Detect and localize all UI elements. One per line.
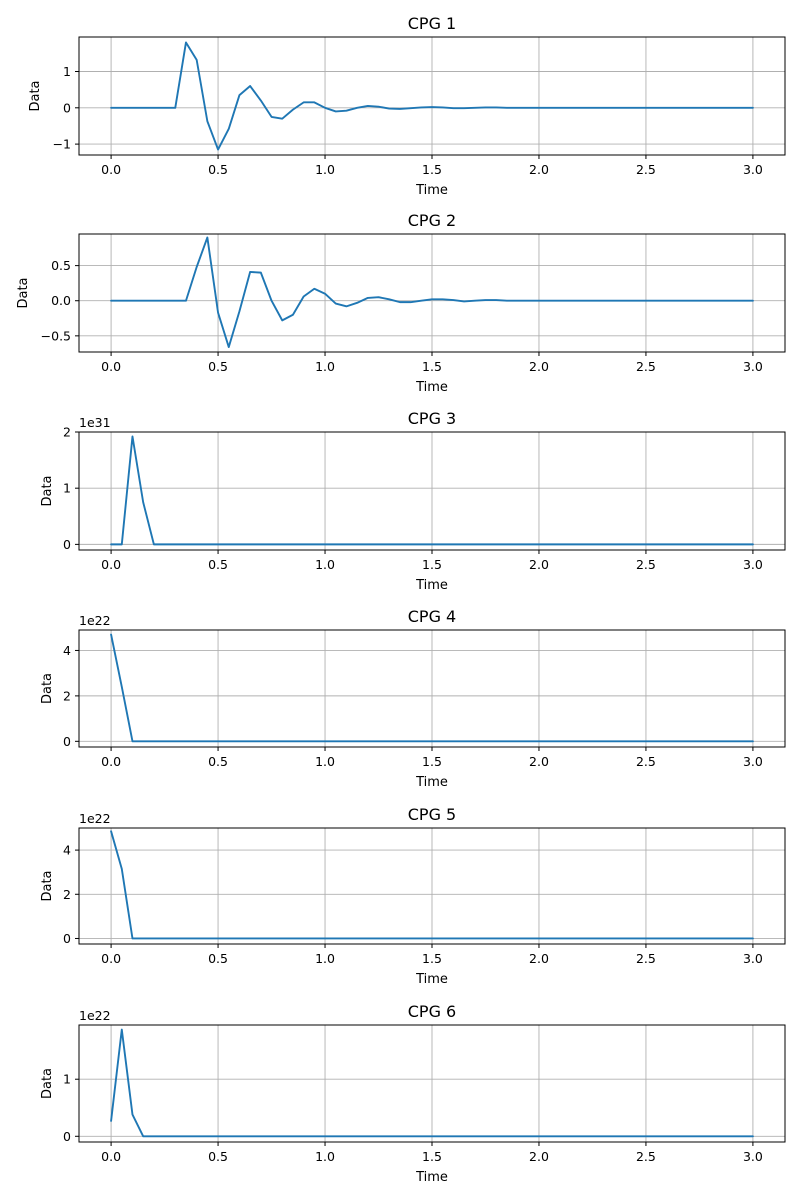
y-tick-label: 0	[63, 1129, 71, 1144]
y-tick-label: 0	[63, 734, 71, 749]
subplot-title: CPG 2	[408, 211, 456, 230]
x-tick-label: 0.5	[208, 754, 228, 769]
x-tick-label: 1.0	[315, 951, 335, 966]
x-tick-label: 1.0	[315, 1149, 335, 1164]
y-tick-label: −1	[53, 137, 71, 152]
subplot-cpg-4: 0.0 0.5 1.0 1.5 2.0 2.5 3.0 0 2 4 CPG 4 Time Data 1e2…	[40, 607, 786, 790]
x-tick-label: 2.5	[636, 1149, 656, 1164]
y-axis-label: Data	[40, 870, 55, 901]
x-tick-label: 3.0	[743, 754, 763, 769]
x-axis-label: Time	[415, 380, 448, 395]
subplot-title: CPG 1	[408, 14, 456, 33]
subplot-cpg-1: 0.0 0.5 1.0 1.5 2.0 2.5 3.0 −1 0 1 CPG 1 Time Data	[28, 14, 786, 198]
x-axis-label: Time	[415, 972, 448, 987]
x-tick-label: 1.5	[422, 951, 442, 966]
x-tick-label: 1.0	[315, 557, 335, 572]
y-tick-label: 1	[63, 1072, 71, 1087]
series-line	[110, 236, 754, 349]
subplot-title: CPG 6	[408, 1002, 456, 1021]
series-line	[110, 41, 754, 151]
x-tick-label: 1.5	[422, 359, 442, 374]
y-tick-label: 4	[63, 843, 71, 858]
offset-text: 1e22	[79, 613, 111, 628]
y-tick-label: −0.5	[41, 328, 71, 343]
x-tick-label: 1.5	[422, 162, 442, 177]
offset-text: 1e22	[79, 1008, 111, 1023]
x-tick-label: 0.5	[208, 1149, 228, 1164]
x-tick-label: 0.5	[208, 951, 228, 966]
y-tick-label: 0.5	[51, 258, 71, 273]
x-tick-label: 1.5	[422, 754, 442, 769]
x-tick-label: 3.0	[743, 1149, 763, 1164]
subplot-title: CPG 4	[408, 607, 456, 626]
x-tick-label: 2.5	[636, 557, 656, 572]
subplot-cpg-6: 0.0 0.5 1.0 1.5 2.0 2.5 3.0 0 1 CPG 6 Time Data 1e22	[40, 1002, 786, 1185]
x-axis-label: Time	[415, 775, 448, 790]
x-tick-label: 1.0	[315, 162, 335, 177]
x-tick-label: 2.5	[636, 162, 656, 177]
series-line	[110, 633, 754, 743]
x-tick-label: 2.0	[529, 1149, 549, 1164]
x-tick-label: 2.0	[529, 557, 549, 572]
offset-text: 1e22	[79, 811, 111, 826]
x-axis-label: Time	[415, 1170, 448, 1185]
series-line	[110, 830, 754, 940]
series-line	[110, 1028, 754, 1138]
y-axis-label: Data	[40, 1068, 55, 1099]
x-tick-label: 3.0	[743, 359, 763, 374]
x-tick-label: 0.0	[101, 557, 121, 572]
subplot-title: CPG 3	[408, 409, 456, 428]
x-tick-label: 0.0	[101, 1149, 121, 1164]
x-tick-label: 0.0	[101, 951, 121, 966]
x-tick-label: 0.0	[101, 359, 121, 374]
y-tick-label: 0	[63, 931, 71, 946]
x-tick-label: 2.5	[636, 359, 656, 374]
offset-text: 1e31	[79, 415, 111, 430]
y-tick-label: 1	[63, 64, 71, 79]
y-axis-label: Data	[16, 277, 31, 308]
subplot-title: CPG 5	[408, 805, 456, 824]
y-tick-label: 2	[63, 688, 71, 703]
x-tick-label: 1.5	[422, 1149, 442, 1164]
x-tick-label: 0.5	[208, 359, 228, 374]
y-tick-label: 0	[63, 100, 71, 115]
y-tick-label: 2	[63, 887, 71, 902]
x-tick-label: 0.5	[208, 162, 228, 177]
subplot-cpg-5: 0.0 0.5 1.0 1.5 2.0 2.5 3.0 0 2 4 CPG 5 Time Data 1e2…	[40, 805, 786, 987]
x-axis-label: Time	[415, 183, 448, 198]
x-axis-label: Time	[415, 578, 448, 593]
x-tick-label: 2.0	[529, 162, 549, 177]
y-axis-label: Data	[40, 475, 55, 506]
x-tick-label: 2.0	[529, 754, 549, 769]
y-tick-label: 0	[63, 537, 71, 552]
x-tick-label: 2.0	[529, 951, 549, 966]
y-axis-label: Data	[40, 673, 55, 704]
subplot-cpg-2: 0.0 0.5 1.0 1.5 2.0 2.5 3.0 −0.5 0.0 0.5 CPG 2 Time…	[16, 211, 786, 395]
subplot-cpg-3: 0.0 0.5 1.0 1.5 2.0 2.5 3.0 0 1 2 CPG 3 Time Data 1e3…	[40, 409, 786, 593]
x-tick-label: 1.5	[422, 557, 442, 572]
y-axis-label: Data	[28, 80, 43, 111]
x-tick-label: 3.0	[743, 557, 763, 572]
y-tick-label: 4	[63, 643, 71, 658]
y-tick-label: 2	[63, 425, 71, 440]
x-tick-label: 0.0	[101, 162, 121, 177]
x-tick-label: 0.5	[208, 557, 228, 572]
x-tick-label: 2.5	[636, 754, 656, 769]
x-tick-label: 3.0	[743, 951, 763, 966]
x-tick-label: 3.0	[743, 162, 763, 177]
series-line	[110, 435, 754, 546]
y-tick-label: 1	[63, 481, 71, 496]
x-tick-label: 2.5	[636, 951, 656, 966]
x-tick-label: 2.0	[529, 359, 549, 374]
x-tick-label: 1.0	[315, 359, 335, 374]
x-tick-label: 1.0	[315, 754, 335, 769]
y-tick-label: 0.0	[51, 293, 71, 308]
x-tick-label: 0.0	[101, 754, 121, 769]
